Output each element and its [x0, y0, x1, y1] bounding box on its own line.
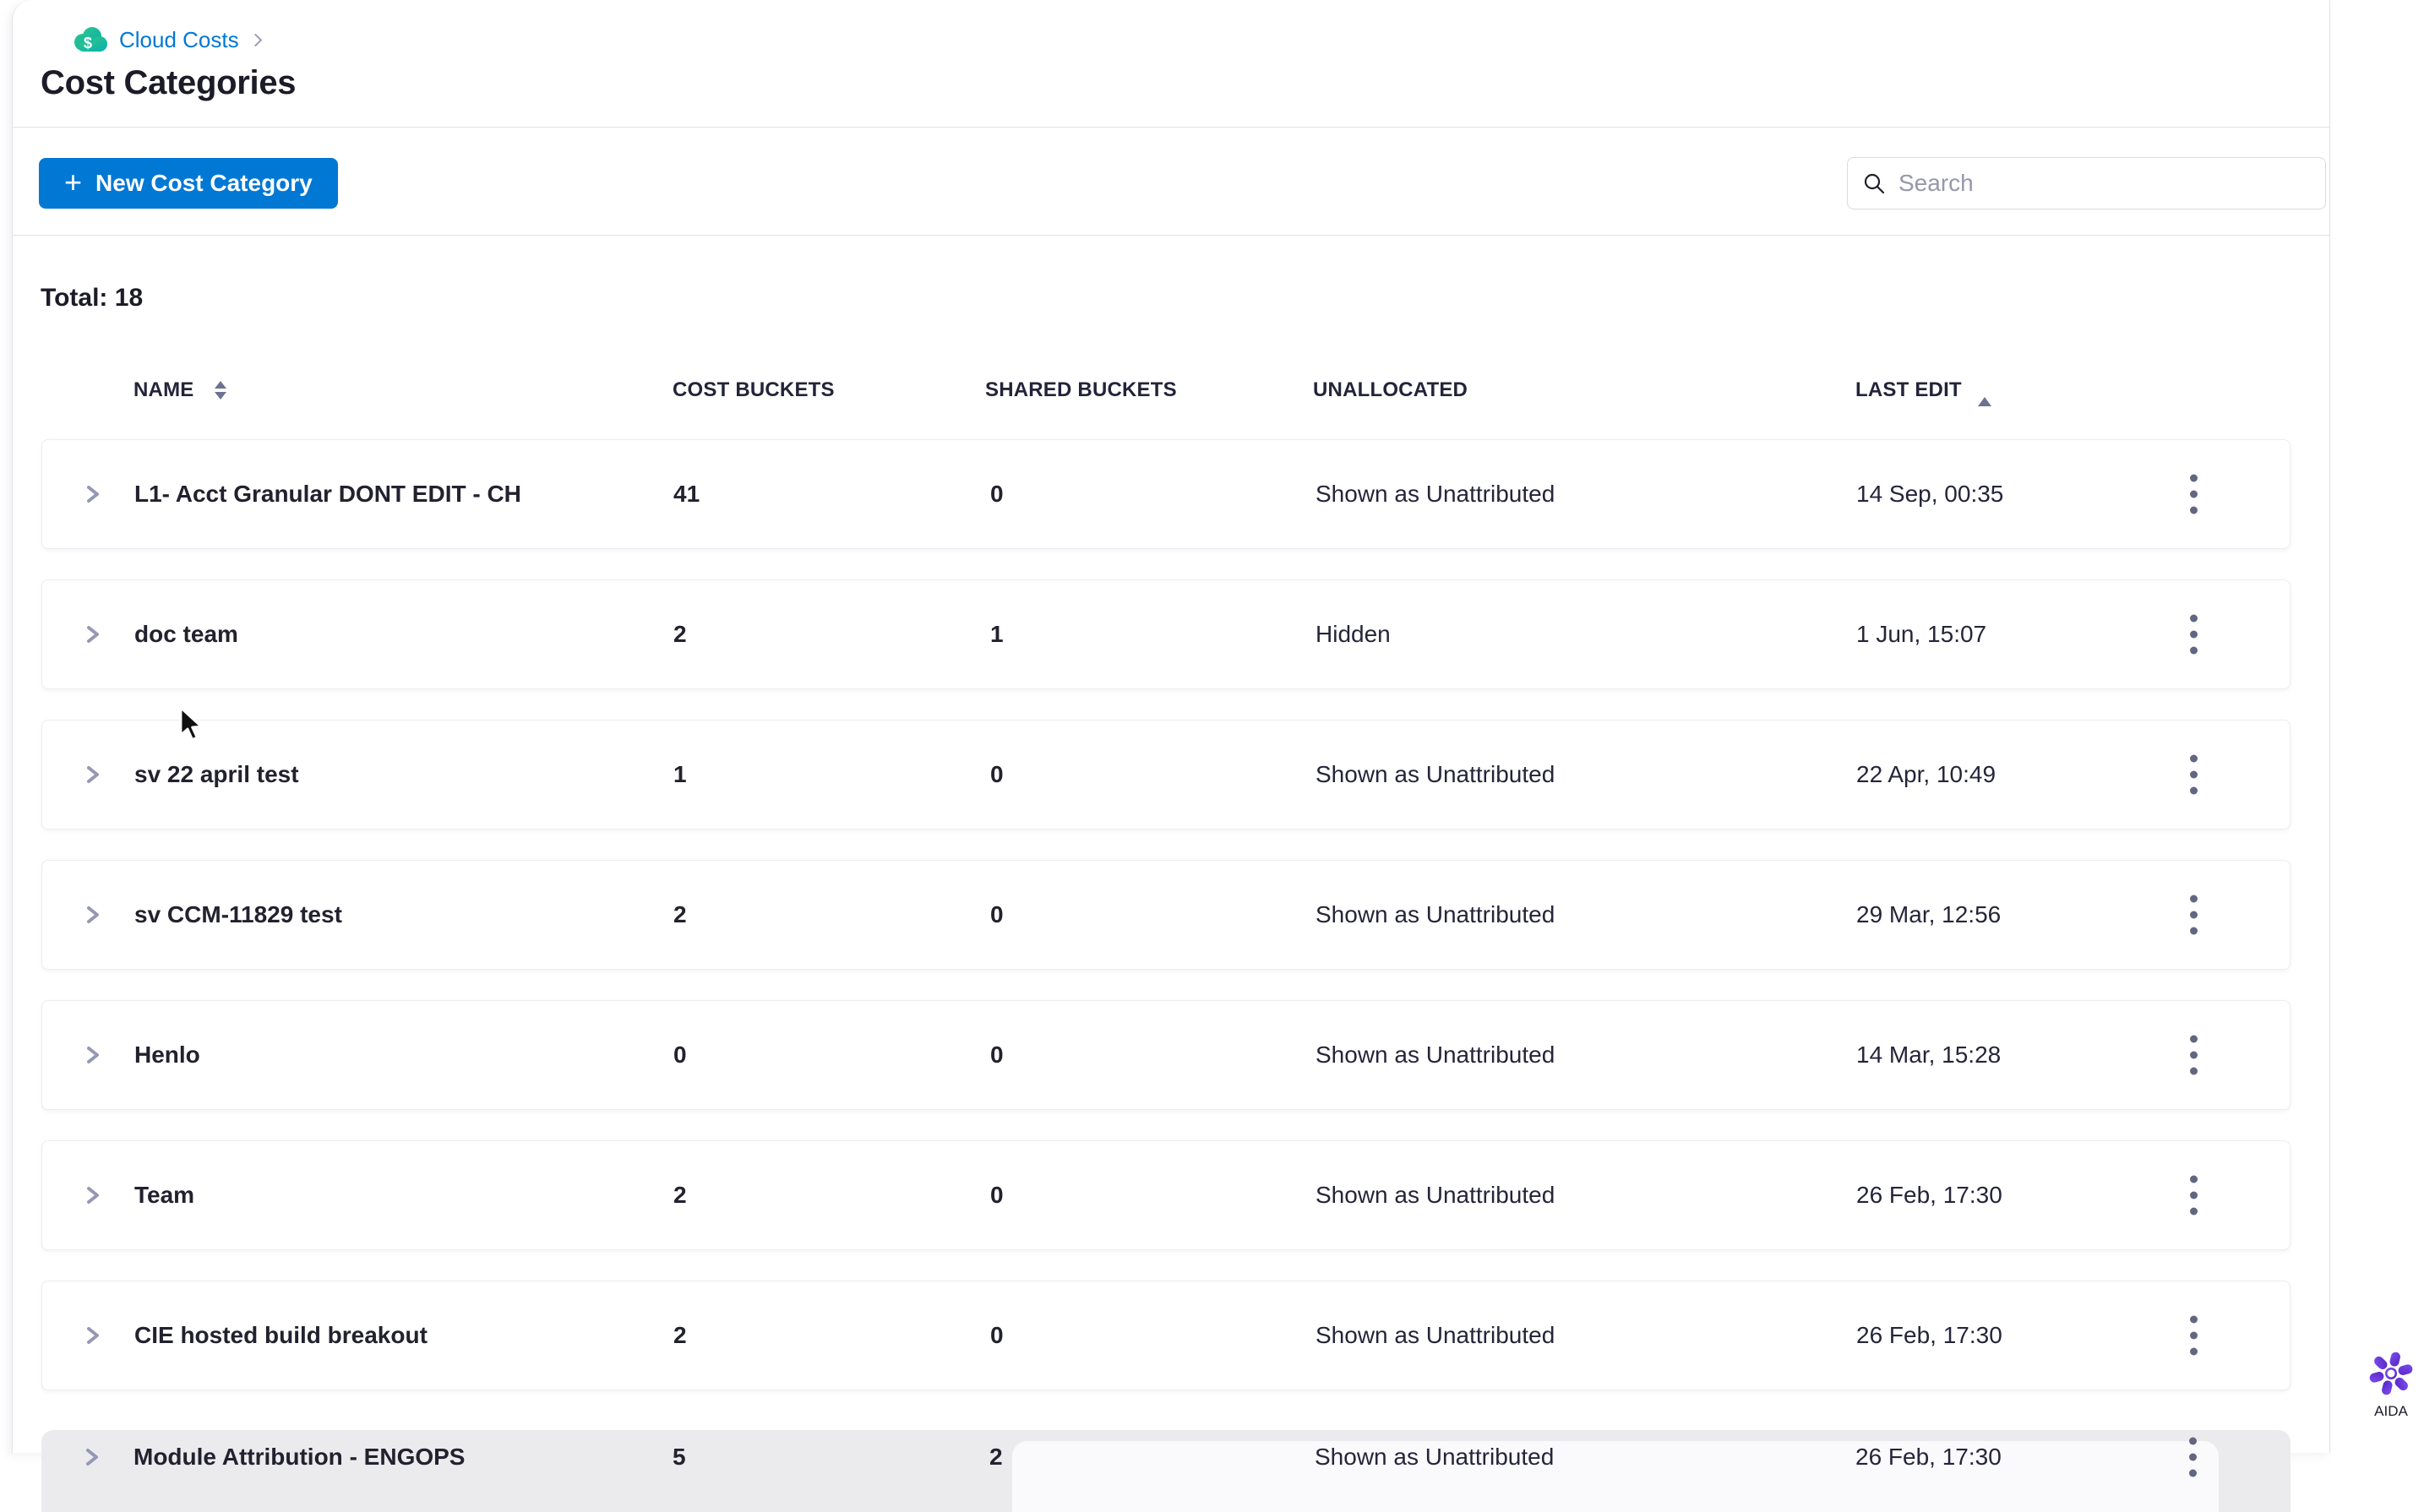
expand-chevron-icon[interactable]: [84, 1181, 106, 1210]
cost-category-name[interactable]: L1- Acct Granular DONT EDIT - CH: [134, 481, 521, 507]
sort-icon[interactable]: [215, 381, 226, 400]
shared-buckets-value: 0: [990, 761, 1004, 787]
last-edit-value: 26 Feb, 17:30: [1855, 1444, 2002, 1470]
cost-buckets-value: 2: [673, 1182, 687, 1208]
total-count: Total: 18: [41, 284, 144, 312]
aida-icon: [2369, 1352, 2413, 1395]
search-input[interactable]: [1898, 170, 2310, 197]
unallocated-value: Shown as Unattributed: [1316, 761, 1555, 787]
cost-buckets-value: 1: [673, 761, 687, 787]
shared-buckets-value: 1: [990, 621, 1004, 647]
cost-buckets-value: 2: [673, 621, 687, 647]
last-edit-value: 26 Feb, 17:30: [1856, 1322, 2002, 1348]
column-header-shared-buckets[interactable]: SHARED BUCKETS: [985, 378, 1177, 401]
shared-buckets-value: 0: [990, 481, 1004, 507]
expand-chevron-icon[interactable]: [84, 900, 106, 929]
row-menu-button[interactable]: [2178, 745, 2209, 805]
unallocated-value: Shown as Unattributed: [1316, 481, 1555, 507]
last-edit-value: 29 Mar, 12:56: [1856, 901, 2002, 927]
table-header-row: NAME COST BUCKETS SHARED BUCKETS UNALLOC…: [41, 365, 2291, 416]
row-menu-button[interactable]: [2178, 885, 2209, 945]
column-header-cost-buckets[interactable]: COST BUCKETS: [673, 378, 835, 401]
table-row[interactable]: doc team 2 1 Hidden 1 Jun, 15:07: [41, 579, 2291, 689]
row-menu-button[interactable]: [2178, 465, 2209, 525]
cost-category-name[interactable]: sv CCM-11829 test: [134, 901, 342, 927]
expand-chevron-icon[interactable]: [84, 480, 106, 509]
shared-buckets-value: 0: [990, 901, 1004, 927]
unallocated-value: Shown as Unattributed: [1316, 1322, 1555, 1348]
breadcrumb-cloud-costs-link[interactable]: Cloud Costs: [119, 26, 239, 52]
breadcrumb-chevron-icon: [248, 33, 262, 46]
cost-buckets-value: 2: [673, 901, 687, 927]
last-edit-value: 14 Sep, 00:35: [1856, 481, 2004, 507]
column-header-unallocated[interactable]: UNALLOCATED: [1313, 378, 1468, 401]
aida-label: AIDA: [2374, 1403, 2408, 1419]
column-header-name[interactable]: NAME: [133, 378, 194, 401]
unallocated-value: Shown as Unattributed: [1316, 1182, 1555, 1208]
expand-chevron-icon[interactable]: [84, 1041, 106, 1069]
cost-category-name[interactable]: sv 22 april test: [134, 761, 299, 787]
page-title: Cost Categories: [41, 64, 297, 101]
aida-assistant-button[interactable]: AIDA: [2362, 1350, 2420, 1420]
unallocated-value: Shown as Unattributed: [1315, 1444, 1555, 1470]
cloud-costs-icon: $: [74, 27, 107, 52]
bottom-overlay-pill: [1012, 1441, 2219, 1512]
table-row[interactable]: Henlo 0 0 Shown as Unattributed 14 Mar, …: [41, 1000, 2291, 1110]
header-divider: [13, 127, 2329, 128]
table-row[interactable]: sv CCM-11829 test 2 0 Shown as Unattribu…: [41, 860, 2291, 970]
expand-chevron-icon[interactable]: [84, 760, 106, 789]
row-menu-button[interactable]: [2178, 605, 2209, 665]
unallocated-value: Shown as Unattributed: [1316, 901, 1555, 927]
table-row[interactable]: CIE hosted build breakout 2 0 Shown as U…: [41, 1281, 2291, 1390]
shared-buckets-value: 0: [990, 1322, 1004, 1348]
table-body: L1- Acct Granular DONT EDIT - CH 41 0 Sh…: [41, 439, 2291, 1421]
cost-buckets-value: 0: [673, 1042, 687, 1068]
plus-icon: +: [64, 164, 83, 199]
breadcrumb: $ Cloud Costs: [72, 25, 262, 54]
column-header-last-edit[interactable]: LAST EDIT: [1855, 378, 1962, 401]
shared-buckets-value: 2: [989, 1444, 1003, 1470]
new-cost-category-label: New Cost Category: [95, 170, 313, 196]
expand-chevron-icon[interactable]: [84, 1443, 106, 1471]
shared-buckets-value: 0: [990, 1182, 1004, 1208]
row-menu-button[interactable]: [2178, 1166, 2209, 1226]
sort-asc-icon[interactable]: [1978, 383, 1991, 406]
table-row-partial[interactable]: Module Attribution - ENGOPS 5 2 Shown as…: [41, 1402, 2291, 1512]
cost-category-name[interactable]: Henlo: [134, 1042, 200, 1068]
last-edit-value: 1 Jun, 15:07: [1856, 621, 1987, 647]
table-row[interactable]: L1- Acct Granular DONT EDIT - CH 41 0 Sh…: [41, 439, 2291, 549]
cost-category-name[interactable]: CIE hosted build breakout: [134, 1322, 428, 1348]
row-menu-button[interactable]: [2178, 1025, 2209, 1085]
table-row[interactable]: sv 22 april test 1 0 Shown as Unattribut…: [41, 720, 2291, 829]
last-edit-value: 26 Feb, 17:30: [1856, 1182, 2002, 1208]
unallocated-value: Hidden: [1316, 621, 1391, 647]
cost-buckets-value: 41: [673, 481, 700, 507]
unallocated-value: Shown as Unattributed: [1316, 1042, 1555, 1068]
last-edit-value: 22 Apr, 10:49: [1856, 761, 1996, 787]
expand-chevron-icon[interactable]: [84, 620, 106, 649]
cost-buckets-value: 5: [673, 1444, 686, 1470]
search-icon: [1864, 173, 1885, 194]
cost-category-name[interactable]: Team: [134, 1182, 195, 1208]
cost-buckets-value: 2: [673, 1322, 687, 1348]
row-menu-button[interactable]: [2177, 1428, 2209, 1488]
table-row[interactable]: Team 2 0 Shown as Unattributed 26 Feb, 1…: [41, 1140, 2291, 1250]
cost-category-name[interactable]: Module Attribution - ENGOPS: [133, 1444, 466, 1470]
svg-text:$: $: [84, 35, 92, 52]
shared-buckets-value: 0: [990, 1042, 1004, 1068]
last-edit-value: 14 Mar, 15:28: [1856, 1042, 2002, 1068]
row-menu-button[interactable]: [2178, 1306, 2209, 1366]
search-box[interactable]: [1847, 157, 2326, 209]
toolbar-divider: [13, 235, 2329, 236]
expand-chevron-icon[interactable]: [84, 1321, 106, 1350]
main-content-panel: $ Cloud Costs Cost Categories + New Cost…: [12, 0, 2330, 1512]
cost-category-name[interactable]: doc team: [134, 621, 238, 647]
new-cost-category-button[interactable]: + New Cost Category: [39, 158, 338, 209]
